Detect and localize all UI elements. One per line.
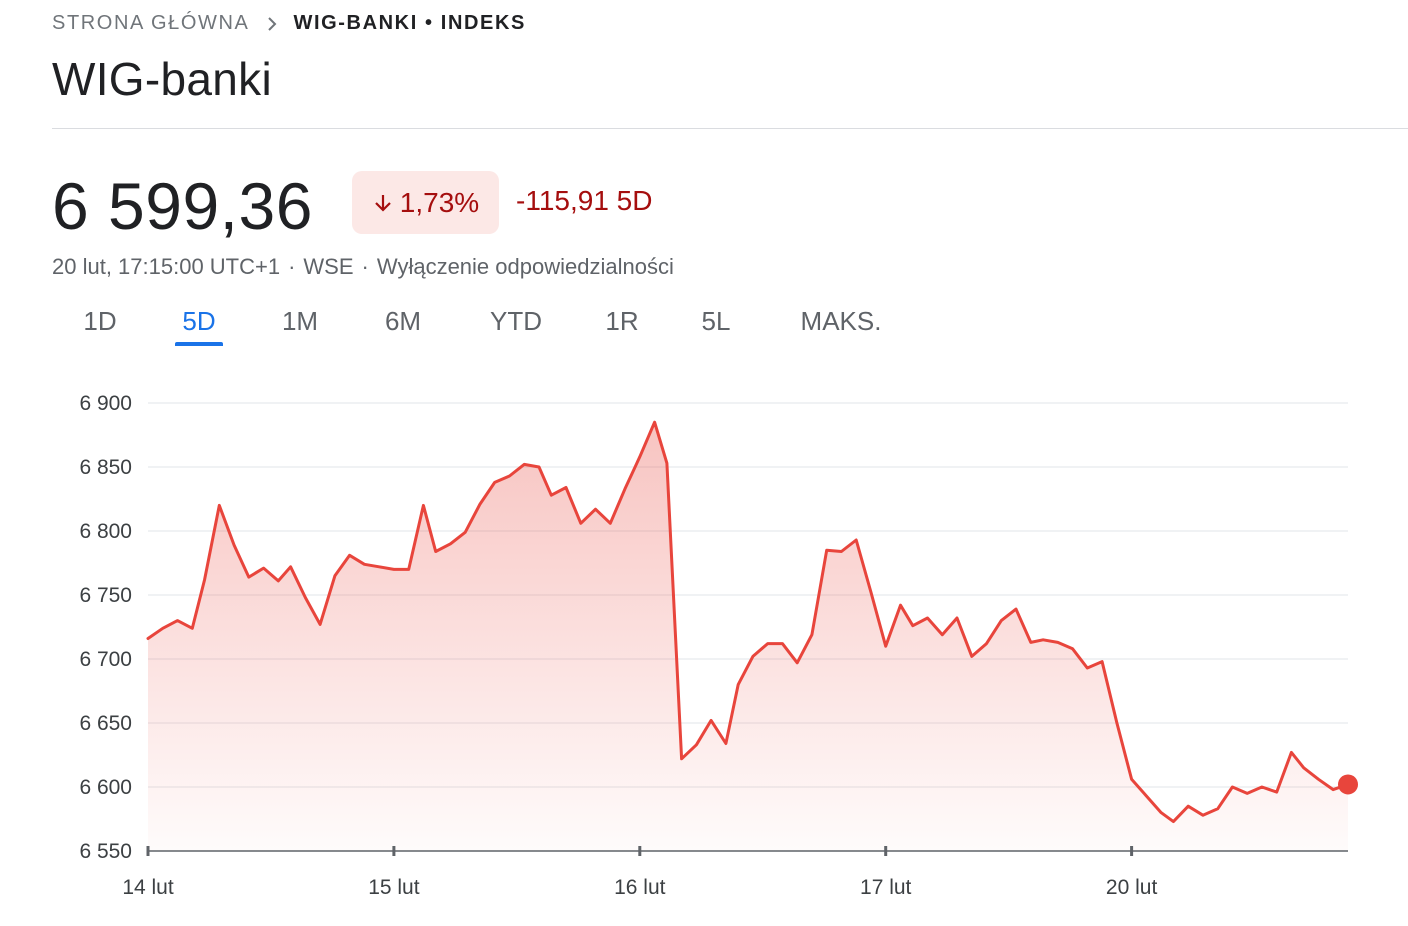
- tab-1r[interactable]: 1R: [605, 306, 639, 336]
- chevron-right-icon: [262, 14, 282, 34]
- exchange-name: WSE: [303, 254, 354, 279]
- tab-5l[interactable]: 5L: [701, 306, 731, 336]
- change-percent-badge: 1,73%: [352, 171, 499, 234]
- active-tab-indicator: [175, 342, 223, 346]
- tab-ytd[interactable]: YTD: [490, 306, 542, 336]
- arrow-down-icon: [372, 192, 394, 214]
- series-line: [146, 420, 1350, 824]
- last-point-marker: [1338, 774, 1358, 795]
- y-tick-label: 6 550: [79, 840, 132, 863]
- current-price: 6 599,36: [52, 169, 313, 243]
- time-range-tabs: 1D 5D 1M 6M YTD 1R 5L MAKS.: [0, 300, 1000, 350]
- disclaimer-link[interactable]: Wyłączenie odpowiedzialności: [376, 254, 674, 279]
- y-tick-label: 6 900: [79, 392, 132, 415]
- y-tick-label: 6 600: [79, 776, 132, 799]
- breadcrumb: STRONA GŁÓWNA WIG-BANKI • INDEKS: [52, 12, 526, 35]
- meta-separator: ·: [288, 254, 296, 279]
- y-tick-label: 6 750: [79, 584, 132, 607]
- price-chart[interactable]: 6 900 6 850 6 800 6 750 6 700 6 650 6 600 6 550…: [0, 370, 1408, 926]
- change-percent: 1,73%: [399, 186, 480, 218]
- tab-5d[interactable]: 5D: [182, 306, 216, 336]
- y-tick-label: 6 700: [79, 648, 132, 671]
- y-tick-label: 6 800: [79, 520, 132, 543]
- quote-timestamp: 20 lut, 17:15:00 UTC+1: [52, 254, 281, 279]
- tab-1d[interactable]: 1D: [83, 306, 117, 336]
- x-tick-label: 14 lut: [122, 876, 174, 899]
- breadcrumb-home-link[interactable]: STRONA GŁÓWNA: [52, 12, 250, 34]
- breadcrumb-current: WIG-BANKI • INDEKS: [293, 12, 526, 34]
- page-title: WIG-banki: [52, 53, 272, 105]
- x-tick-label: 16 lut: [614, 876, 666, 899]
- y-tick-label: 6 850: [79, 456, 132, 479]
- price-chart-svg[interactable]: 6 900 6 850 6 800 6 750 6 700 6 650 6 600 6 550…: [0, 370, 1408, 926]
- tab-1m[interactable]: 1M: [281, 306, 319, 336]
- series-area: [148, 422, 1348, 851]
- x-tick-label: 17 lut: [860, 876, 912, 899]
- change-absolute: -115,91 5D: [516, 185, 653, 216]
- y-tick-label: 6 650: [79, 712, 132, 735]
- x-tick-label: 15 lut: [368, 876, 420, 899]
- tab-6m[interactable]: 6M: [384, 306, 422, 336]
- divider: [52, 128, 1408, 129]
- tab-maks[interactable]: MAKS.: [800, 306, 882, 336]
- quote-meta: 20 lut, 17:15:00 UTC+1 · WSE · Wyłączeni…: [52, 254, 674, 280]
- x-tick-label: 20 lut: [1106, 876, 1158, 899]
- meta-separator: ·: [361, 254, 369, 279]
